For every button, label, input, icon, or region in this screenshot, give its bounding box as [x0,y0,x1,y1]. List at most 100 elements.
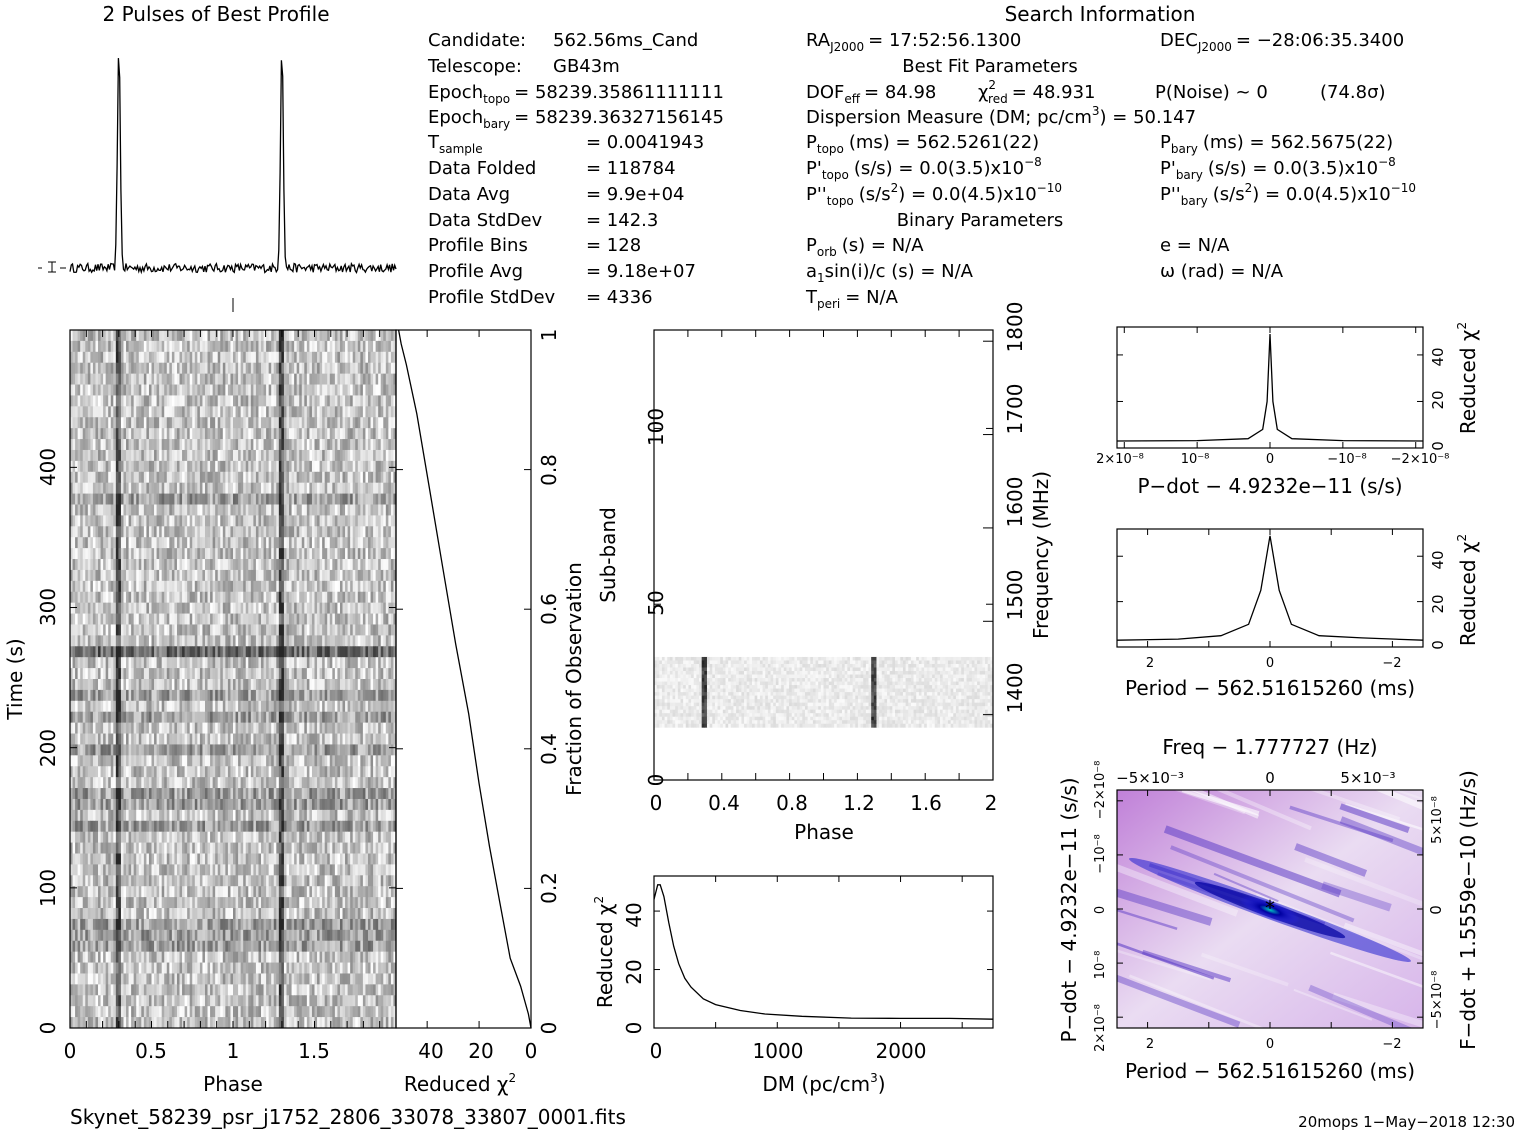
tp-cell [136,548,140,560]
tp-cell [370,537,374,549]
tp-cell [113,679,117,691]
tp-cell [113,330,117,342]
tp-cell [238,624,242,636]
tp-cell [304,340,308,353]
tp-cell [378,439,382,451]
tp-cell [171,460,175,473]
tp-cell [309,471,313,484]
tp-cell [266,624,270,636]
tp-cell [362,493,366,505]
tp-cell [85,471,89,484]
tp-cell [118,439,122,451]
tp-cell [148,330,152,342]
tp-cell [151,417,155,429]
tp-cell [176,613,180,625]
tp-cell [393,460,396,473]
tp-cell [100,504,104,516]
tp-cell [235,362,239,375]
tp-cell [393,482,396,494]
tp-cell [388,668,392,680]
tp-cell [136,384,140,396]
tp-cell [113,646,117,658]
tp-cell [248,428,252,440]
tp-cell [136,537,140,549]
tp-cell [291,384,295,396]
tp-cell [194,602,198,614]
tp-cell [199,635,203,647]
tp-cell [171,559,175,571]
tp-cell [329,428,333,440]
tp-cell [365,635,369,647]
tp-cell [187,733,191,745]
tp-cell [319,526,323,538]
tp-cell [291,406,295,418]
tp-cell [294,471,298,484]
tp-cell [304,657,308,669]
tp-cell [204,635,208,647]
tp-cell [243,406,247,418]
tp-cell [245,591,249,604]
tp-cell [176,428,180,440]
tp-cell [126,406,129,418]
tp-cell [105,668,109,680]
tp-cell [182,548,186,560]
tp-cell [390,722,394,734]
tp-cell [319,635,323,647]
tp-cell [286,351,290,364]
tp-cell [243,439,247,451]
tp-cell [233,526,236,538]
tp-cell [283,689,287,702]
tp-cell [110,384,114,396]
tp-cell [311,580,315,593]
tp-cell [294,646,298,658]
tp-cell [322,428,326,440]
tp-cell [230,548,234,560]
tp-cell [126,362,129,375]
tp-cell [146,733,150,745]
tp-cell [332,471,336,484]
tp-cell [294,711,298,724]
tp-cell [227,373,231,385]
tp-cell [166,482,170,494]
tp-cell [271,406,275,418]
tp-cell [373,493,377,505]
tp-cell [90,679,94,691]
tp-cell [360,482,364,494]
tp-cell [283,711,287,724]
tp-cell [317,406,320,418]
tp-cell [273,515,277,527]
tp-cell [357,646,361,658]
tp-cell [276,569,280,582]
tp-cell [347,733,351,745]
tp-cell [273,493,277,505]
tp-cell [322,700,326,713]
tp-cell [255,482,259,494]
tp-cell [131,384,135,396]
tp-cell [352,559,356,571]
tp-cell [306,569,310,582]
tp-cell [352,569,356,582]
tp-cell [128,362,132,375]
tp-cell [115,460,119,473]
tp-cell [370,722,374,734]
tp-cell [202,504,206,516]
tp-cell [367,515,371,527]
tp-cell [110,340,114,353]
tp-cell [319,700,323,713]
tp-cell [128,679,132,691]
tp-cell [113,482,117,494]
tp-cell [189,515,193,527]
tp-cell [100,417,104,429]
tp-cell [230,679,234,691]
tp-cell [296,668,300,680]
tp-cell [210,504,214,516]
tp-cell [176,406,180,418]
tp-cell [202,657,206,669]
tp-cell [105,580,109,593]
tp-cell [347,428,351,440]
tp-cell [225,591,229,604]
tp-cell [322,646,326,658]
tp-cell [230,460,234,473]
tp-cell [383,613,387,625]
tp-cell [276,580,280,593]
